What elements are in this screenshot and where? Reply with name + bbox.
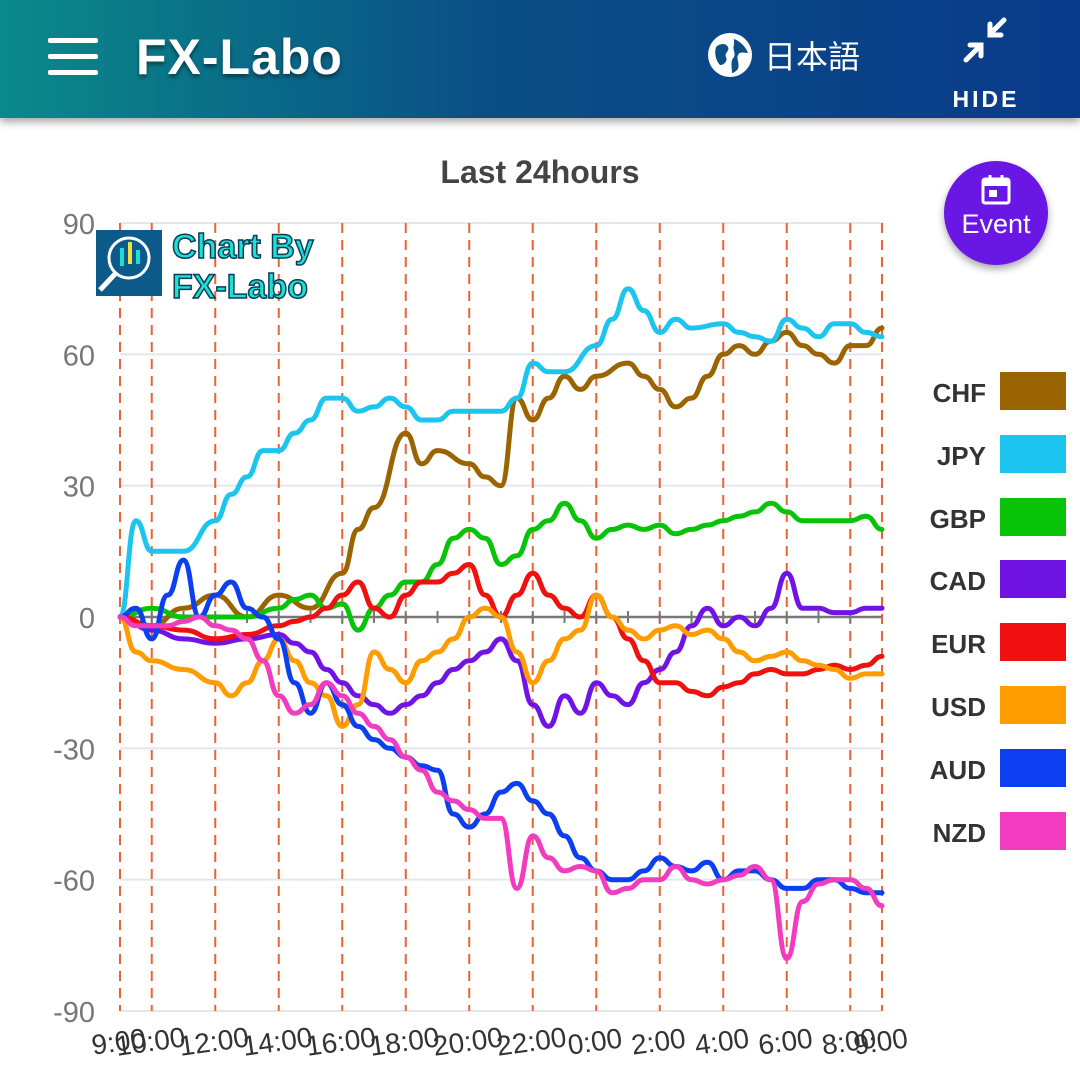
legend-label: NZD xyxy=(932,817,986,848)
series-line-eur xyxy=(117,562,885,699)
x-tick-label: 4:00 xyxy=(693,1022,751,1060)
app-bar: FX-Labo 日本語 HIDE xyxy=(0,0,1080,118)
series-line-jpy xyxy=(117,286,885,620)
menu-icon xyxy=(48,38,98,43)
hide-button[interactable]: HIDE xyxy=(946,14,1026,112)
series-line-aud xyxy=(117,557,885,896)
watermark-handle-icon xyxy=(98,272,117,292)
x-tick-label: 20:00 xyxy=(431,1021,505,1061)
legend-label: CHF xyxy=(932,378,986,408)
series-line-gbp xyxy=(117,500,885,633)
legend-swatch xyxy=(1000,372,1066,410)
legend-item-usd[interactable]: USD xyxy=(900,686,1070,726)
x-tick-label: 2:00 xyxy=(629,1022,687,1060)
watermark-candle-icon xyxy=(128,242,132,264)
collapse-arrows-icon xyxy=(963,17,1007,63)
series-line-cad xyxy=(117,570,885,729)
legend-label: CAD xyxy=(929,566,986,597)
calendar-icon xyxy=(981,175,1011,205)
watermark-candle-icon xyxy=(136,250,140,264)
menu-button[interactable] xyxy=(48,38,98,78)
language-button[interactable]: 日本語 xyxy=(706,30,860,80)
legend-item-jpy[interactable]: JPY xyxy=(900,434,1070,475)
series-line-chf xyxy=(117,325,885,629)
legend-label: GBP xyxy=(929,503,986,534)
x-tick-label: 16:00 xyxy=(304,1021,378,1061)
x-tick-label: 12:00 xyxy=(177,1021,251,1061)
watermark: Chart By FX-Labo xyxy=(96,227,315,307)
legend-swatch xyxy=(1000,811,1066,850)
y-tick-label: -90 xyxy=(53,997,95,1029)
series-line-usd xyxy=(117,592,885,729)
event-button[interactable]: Event xyxy=(944,161,1048,265)
legend-label: JPY xyxy=(936,440,986,471)
y-tick-label: 30 xyxy=(63,472,95,504)
watermark-candle-icon xyxy=(120,248,124,266)
legend-item-cad[interactable]: CAD xyxy=(900,560,1070,600)
x-tick-label: 14:00 xyxy=(241,1021,315,1061)
globe-icon xyxy=(708,33,752,77)
y-tick-label: 90 xyxy=(63,209,95,241)
legend-label: EUR xyxy=(931,629,986,660)
watermark-lens-icon xyxy=(107,236,151,280)
series-line-nzd xyxy=(117,614,885,961)
legend-item-chf[interactable]: CHF xyxy=(900,372,1070,412)
x-tick-label: 9:00 xyxy=(852,1022,910,1060)
x-tick-label: 8:00 xyxy=(820,1022,878,1060)
legend-swatch xyxy=(1000,623,1066,662)
legend-label: AUD xyxy=(929,754,986,785)
legend-item-gbp[interactable]: GBP xyxy=(900,497,1070,538)
y-tick-label: 0 xyxy=(79,603,95,635)
legend-swatch xyxy=(1000,686,1066,724)
legend-item-nzd[interactable]: NZD xyxy=(900,811,1070,852)
menu-icon-bar xyxy=(48,54,98,59)
legend-label: USD xyxy=(931,692,986,722)
app-title: FX-Labo xyxy=(136,29,343,85)
x-tick-label: 22:00 xyxy=(495,1021,569,1061)
chart: Last 24hours9060300-30-60-909:0010:0012:… xyxy=(53,154,910,1062)
y-tick-label: -60 xyxy=(53,866,95,898)
x-tick-label: 6:00 xyxy=(756,1022,814,1060)
legend-swatch xyxy=(1000,748,1066,787)
watermark-line1: Chart By xyxy=(172,228,314,266)
legend-item-aud[interactable]: AUD xyxy=(900,748,1070,789)
chart-title: Last 24hours xyxy=(440,154,639,190)
x-tick-label: 9:00 xyxy=(90,1022,148,1060)
legend-swatch xyxy=(1000,497,1066,536)
language-label: 日本語 xyxy=(764,39,861,75)
watermark-line2: FX-Labo xyxy=(172,268,308,306)
legend-swatch xyxy=(1000,434,1066,473)
legend-swatch xyxy=(1000,560,1066,599)
event-label: Event xyxy=(961,209,1031,239)
y-tick-label: -30 xyxy=(53,734,95,766)
hide-label: HIDE xyxy=(952,86,1020,112)
legend-item-eur[interactable]: EUR xyxy=(900,623,1070,663)
menu-icon-bar xyxy=(48,70,98,75)
y-tick-label: 60 xyxy=(63,340,95,372)
x-tick-label: 0:00 xyxy=(566,1022,624,1060)
x-tick-label: 18:00 xyxy=(368,1021,442,1061)
